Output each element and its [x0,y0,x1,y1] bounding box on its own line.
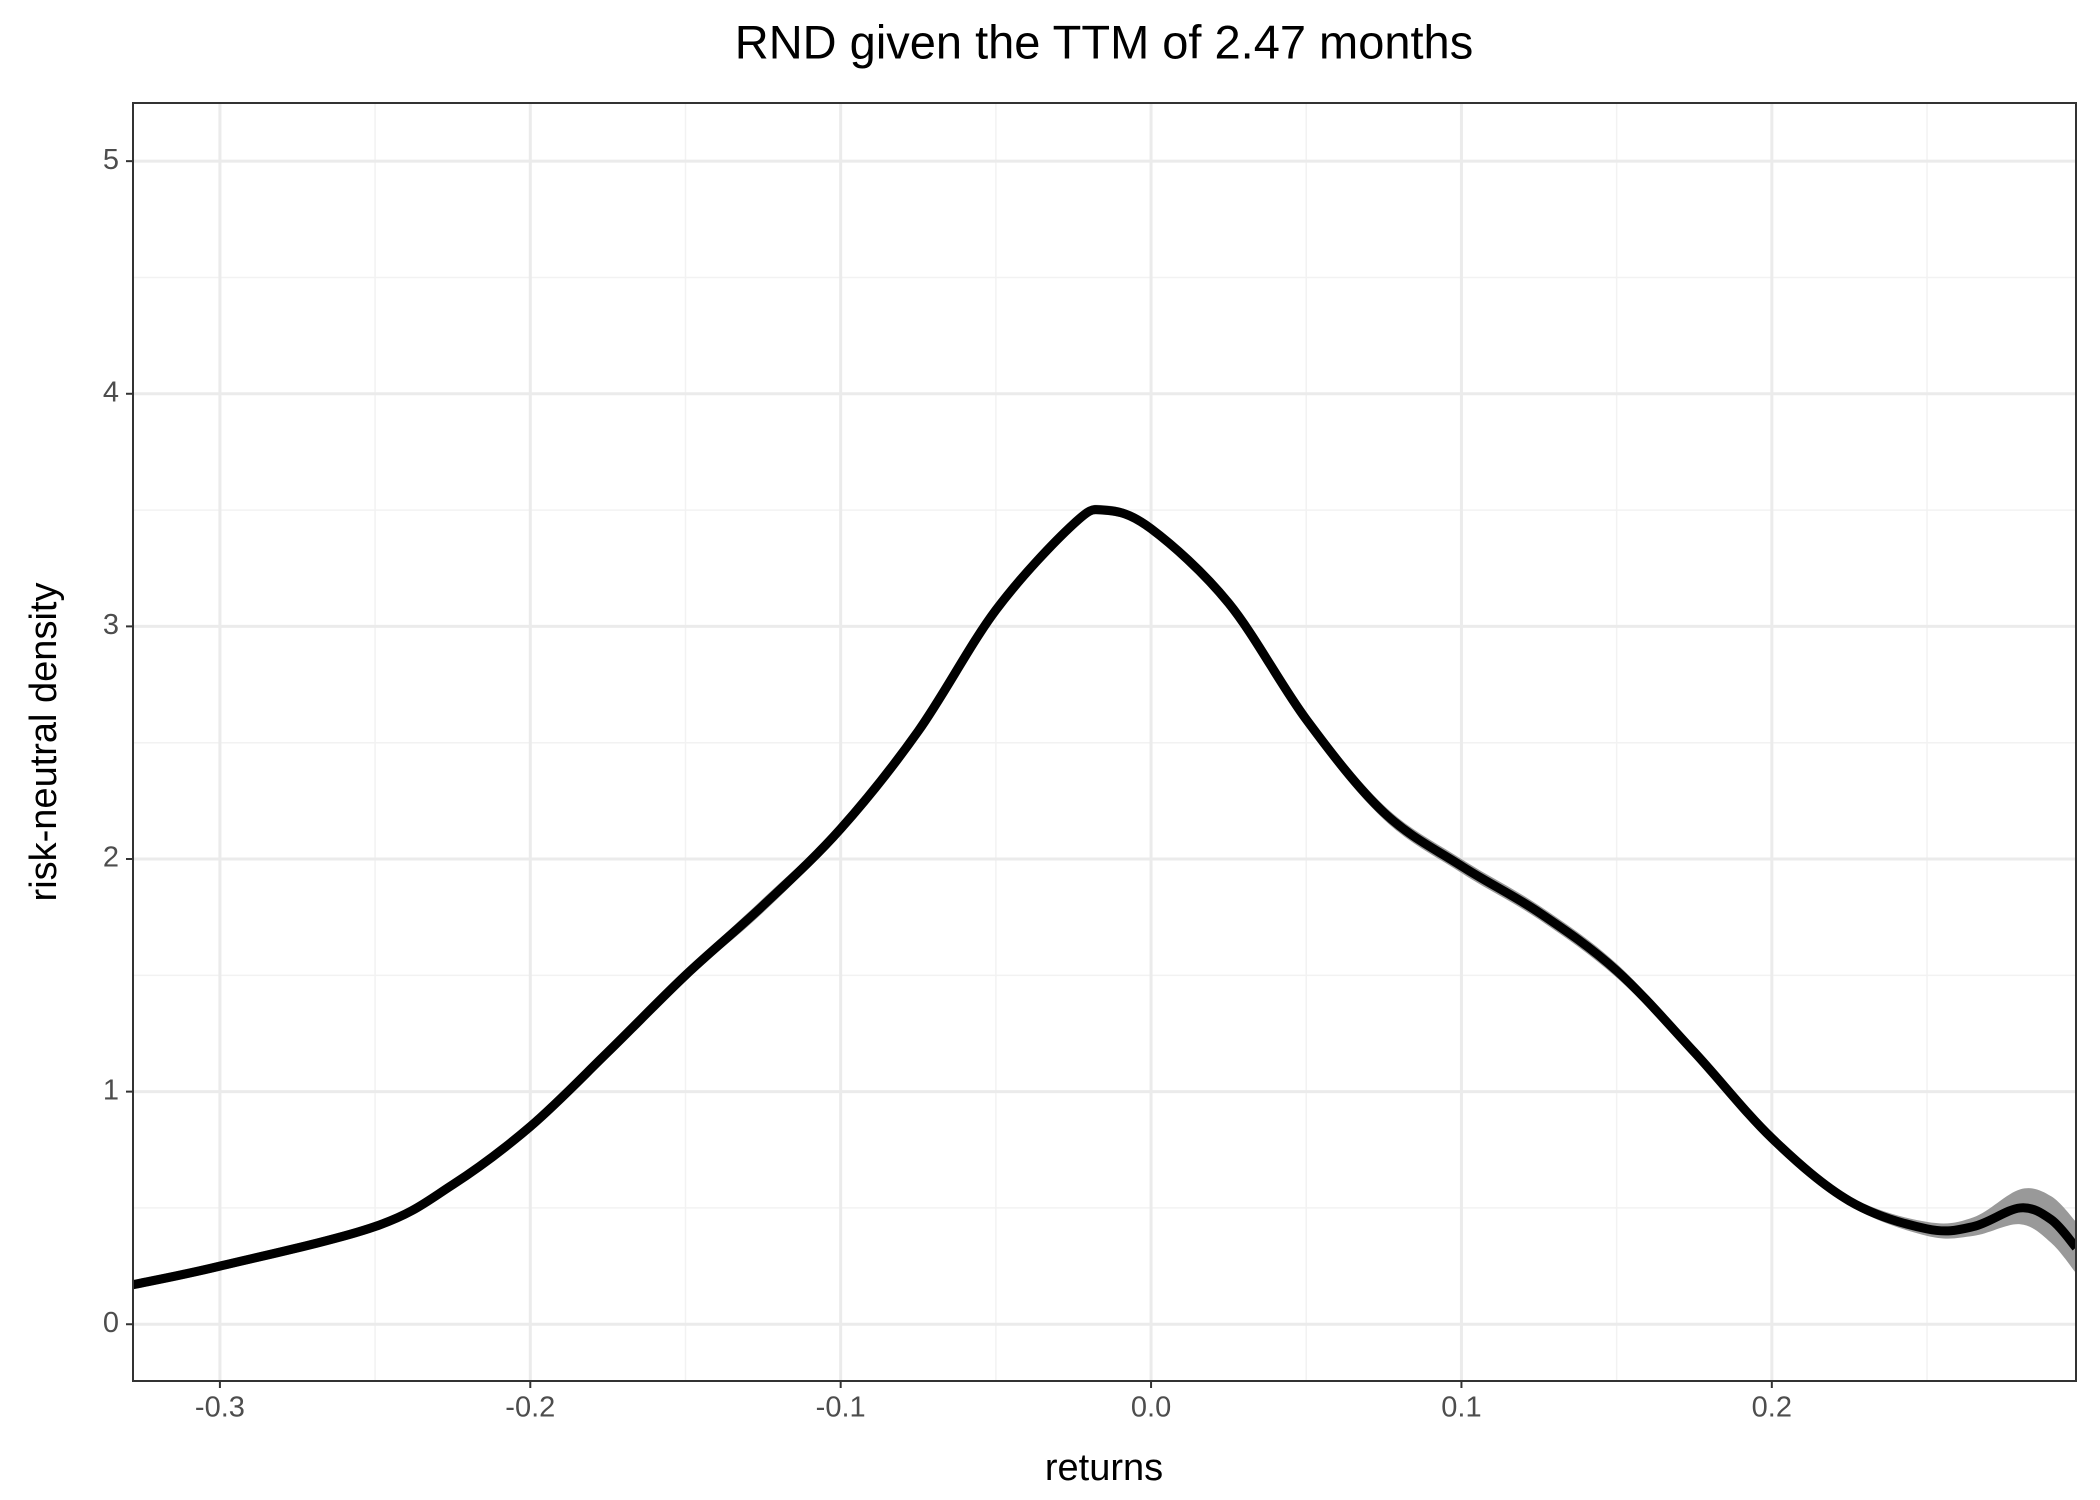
chart-title: RND given the TTM of 2.47 months [735,15,1473,68]
y-axis-title: risk-neutral density [23,583,65,902]
y-tick-label: 2 [103,842,119,874]
x-tick-label: 0.0 [1131,1392,1171,1424]
y-tick-label: 0 [103,1307,119,1339]
y-tick-label: 4 [103,376,119,408]
x-tick-label: 0.2 [1752,1392,1792,1424]
confidence-band [133,504,2076,1290]
plot-border [132,102,2077,1382]
x-axis-title: returns [1045,1447,1163,1489]
y-tick-label: 3 [103,609,119,641]
x-tick-label: 0.1 [1441,1392,1481,1424]
x-tick-label: -0.1 [816,1392,866,1424]
y-tick-label: 1 [103,1074,119,1106]
x-tick-label: -0.2 [505,1392,555,1424]
x-tick-label: -0.3 [195,1392,245,1424]
density-line [133,505,2076,1290]
y-tick-label: 5 [103,144,119,176]
